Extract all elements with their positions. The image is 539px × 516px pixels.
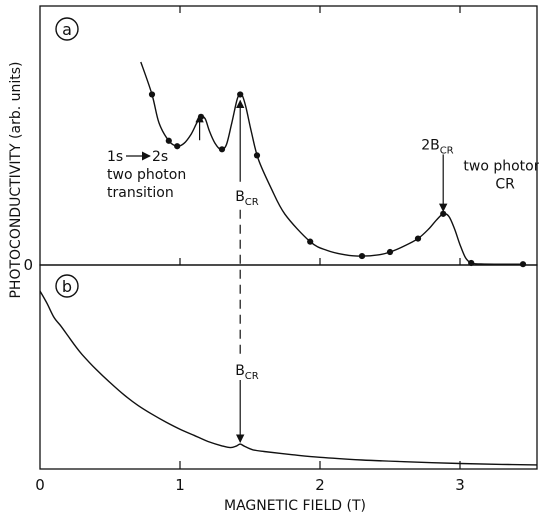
series-a-point: [253, 152, 261, 159]
panel-b-letter: b: [62, 277, 72, 296]
ticks-layer: 0 1 2 3 0: [23, 6, 465, 494]
series-a-point: [148, 91, 156, 98]
two-bcr-label: 2BCR: [421, 137, 453, 156]
two-photon-cr-label-2: CR: [495, 177, 515, 193]
bcr-label-b: BCR: [235, 363, 259, 382]
x-tick-label-2: 2: [315, 476, 325, 494]
panel-a-plot: [140, 61, 527, 268]
x-tick-label-3: 3: [455, 476, 465, 494]
y-tick-label-0: 0: [23, 256, 33, 274]
panel-a-circle: [55, 17, 79, 41]
panel-b-label: b: [55, 274, 79, 298]
panel-a-frame: [39, 5, 538, 266]
two-photon-cr-label-1: two photon: [463, 159, 539, 175]
series-a-point: [468, 259, 475, 267]
series-a-point: [414, 235, 422, 242]
series-a-point: [237, 91, 244, 98]
y-axis-label: PHOTOCONDUCTIVITY (arb. units): [8, 61, 24, 298]
panel-a-label: a: [55, 17, 79, 41]
series-a-point: [307, 238, 314, 245]
series-a-point: [358, 252, 366, 260]
transition-label-2s: 2s: [152, 149, 168, 165]
transition-label-two-photon: two photon: [107, 167, 186, 183]
series-a-point: [174, 143, 181, 150]
series-a-point: [218, 146, 226, 153]
x-tick-label-1: 1: [175, 476, 185, 494]
panel-b-circle: [55, 274, 79, 298]
panel-b-frame: [39, 264, 538, 470]
annotations-layer: 1s 2s two photon transition BCR 2BCR two photo…: [107, 99, 539, 443]
x-tick-label-0: 0: [35, 476, 45, 494]
series-a-point: [165, 137, 172, 144]
x-axis-label: MAGNETIC FIELD (T): [224, 498, 366, 514]
panel-a-letter: a: [62, 20, 72, 39]
series-a-line: [140, 61, 523, 265]
panel-b-plot: [39, 290, 538, 466]
series-a-point: [197, 113, 205, 120]
series-a-point: [519, 261, 527, 268]
transition-label-1s: 1s: [107, 149, 123, 165]
transition-label-transition: transition: [107, 185, 174, 201]
series-b-line: [39, 290, 538, 466]
series-a-point: [386, 248, 394, 256]
bcr-label-a: BCR: [235, 189, 259, 208]
series-a-point: [440, 210, 447, 217]
